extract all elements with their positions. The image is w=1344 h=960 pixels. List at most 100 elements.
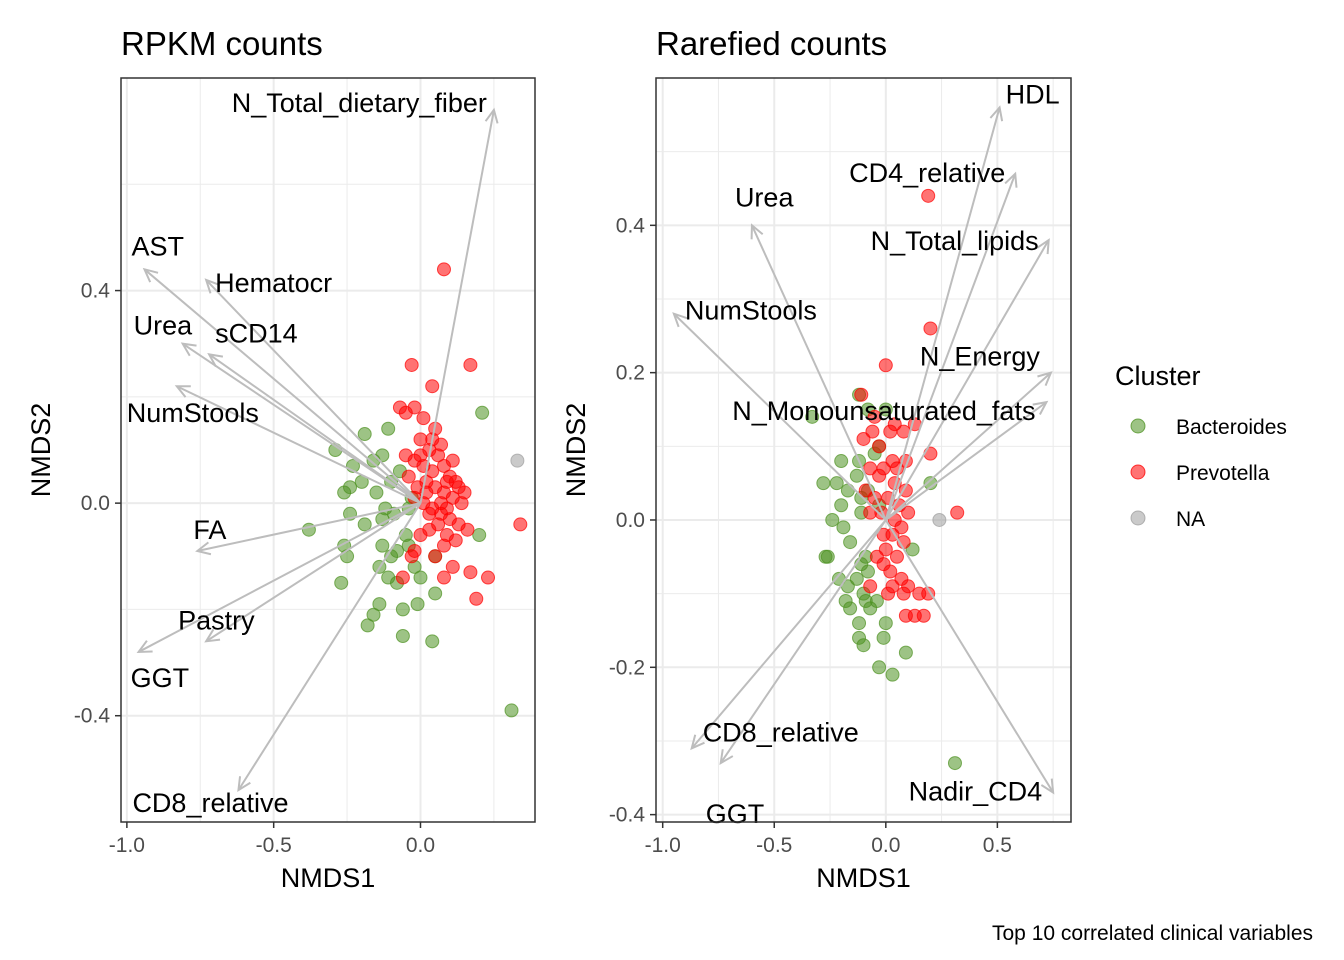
arrowhead-scd14: [207, 353, 224, 368]
legend-item-na: NA: [1130, 508, 1205, 531]
points: [805, 188, 965, 771]
arrowhead-urea: [750, 223, 764, 240]
legend-label-prevotella: Prevotella: [1176, 462, 1270, 485]
y-tick-label: -0.4: [609, 804, 646, 827]
point-bacteroides: [905, 542, 920, 557]
arrow-label-cd8-relative: CD8_relative: [703, 717, 859, 747]
caption: Top 10 correlated clinical variables: [992, 922, 1313, 945]
x-axis-label: NMDS1: [816, 863, 911, 893]
arrow-label-pastry: Pastry: [178, 605, 255, 635]
point-bacteroides: [849, 571, 864, 586]
point-bacteroides: [843, 535, 858, 550]
point-prevotella: [404, 357, 419, 372]
arrow-numstools: [176, 385, 421, 505]
point-prevotella: [413, 448, 428, 463]
arrowhead-hdl: [989, 105, 1004, 122]
arrow-ggt: [719, 519, 887, 764]
point-prevotella: [425, 379, 440, 394]
arrow-label-ggt: GGT: [706, 799, 765, 829]
legend-title: Cluster: [1115, 361, 1201, 391]
y-tick-label: 0.0: [616, 509, 645, 532]
point-bacteroides: [340, 549, 355, 564]
arrowhead-cd4-relative: [1004, 171, 1018, 188]
arrow-label-ast: AST: [131, 231, 184, 261]
y-axis-label: NMDS2: [26, 403, 56, 498]
point-prevotella: [407, 400, 422, 415]
point-prevotella: [448, 533, 463, 548]
arrow-pastry: [205, 502, 422, 643]
arrow-label-numstools: NumStools: [127, 398, 259, 428]
y-tick-label: 0.4: [81, 280, 111, 303]
legend-key-bacteroides: [1130, 418, 1146, 434]
point-na: [932, 512, 947, 527]
plot-background: [656, 78, 1071, 822]
point-prevotella: [872, 468, 887, 483]
point-bacteroides: [856, 638, 871, 653]
legend-item-bacteroides: Bacteroides: [1130, 416, 1287, 439]
point-bacteroides: [898, 645, 913, 660]
point-prevotella: [916, 608, 931, 623]
x-tick-label: 0.5: [983, 834, 1012, 857]
point-bacteroides: [369, 485, 384, 500]
point-na: [510, 453, 525, 468]
arrow-cd8-relative: [237, 502, 422, 791]
point-bacteroides: [947, 756, 962, 771]
arrow-n-monounsaturated-fats: [885, 401, 1048, 521]
y-tick-label: -0.2: [609, 656, 645, 679]
point-bacteroides: [825, 512, 840, 527]
point-prevotella: [883, 564, 898, 579]
arrowhead-n-total-dietary-fiber: [484, 107, 499, 124]
arrowhead-ggt: [719, 749, 734, 765]
arrowhead-hematocr: [204, 278, 220, 294]
arrowhead-pastry: [204, 628, 221, 643]
point-bacteroides: [425, 634, 440, 649]
arrow-label-n-energy: N_Energy: [920, 342, 1041, 372]
point-bacteroides: [366, 607, 381, 622]
point-bacteroides: [843, 601, 858, 616]
arrow-fa: [197, 502, 421, 552]
arrow-nadir-cd4: [884, 519, 1055, 794]
x-tick-label: 0.0: [871, 834, 900, 857]
y-tick-label: 0.0: [81, 492, 110, 515]
point-prevotella: [404, 549, 419, 564]
point-bacteroides: [395, 629, 410, 643]
point-prevotella: [889, 549, 904, 564]
point-prevotella: [894, 520, 909, 535]
point-bacteroides: [849, 468, 864, 483]
point-prevotella: [854, 387, 869, 402]
arrow-numstools: [673, 313, 887, 521]
arrowhead-cd8-relative: [237, 776, 251, 793]
arrow-ggt: [138, 502, 421, 653]
point-prevotella: [463, 565, 478, 580]
point-prevotella: [872, 439, 887, 454]
arrowhead-numstools: [672, 312, 688, 328]
arrow-cd4-relative: [884, 173, 1017, 521]
point-prevotella: [513, 517, 528, 532]
chart-title: RPKM counts: [121, 25, 323, 62]
point-bacteroides: [372, 597, 387, 612]
arrow-n-total-lipids: [884, 239, 1050, 521]
arrow-label-fa: FA: [193, 515, 226, 545]
arrow-label-n-monounsaturated-fats: N_Monounsaturated_fats: [732, 396, 1035, 426]
point-bacteroides: [885, 667, 900, 682]
x-tick-label: -1.0: [109, 834, 145, 857]
point-bacteroides: [872, 660, 887, 675]
arrowhead-cd8-relative: [690, 734, 705, 751]
arrow-label-n-total-lipids: N_Total_lipids: [871, 226, 1039, 256]
arrow-label-numstools: NumStools: [685, 296, 817, 326]
arrow-label-nadir-cd4: Nadir_CD4: [909, 777, 1043, 807]
point-prevotella: [436, 262, 451, 277]
point-prevotella: [878, 542, 893, 557]
arrow-label-hematocr: Hematocr: [215, 268, 332, 298]
panel-rpkm-counts: RPKM counts N_Total_dietary_fiber AST Hemat…: [26, 25, 536, 893]
legend-label-bacteroides: Bacteroides: [1176, 416, 1287, 439]
point-prevotella: [896, 586, 911, 601]
y-axis-label: NMDS2: [561, 403, 591, 498]
point-bacteroides: [472, 528, 487, 543]
point-bacteroides: [378, 501, 393, 516]
arrow-labels: N_Total_dietary_fiber AST Hematocr Urea sCD1…: [127, 88, 487, 818]
point-prevotella: [428, 549, 443, 564]
point-prevotella: [463, 357, 478, 372]
y-tick-label: 0.4: [616, 214, 646, 237]
point-prevotella: [451, 480, 466, 495]
